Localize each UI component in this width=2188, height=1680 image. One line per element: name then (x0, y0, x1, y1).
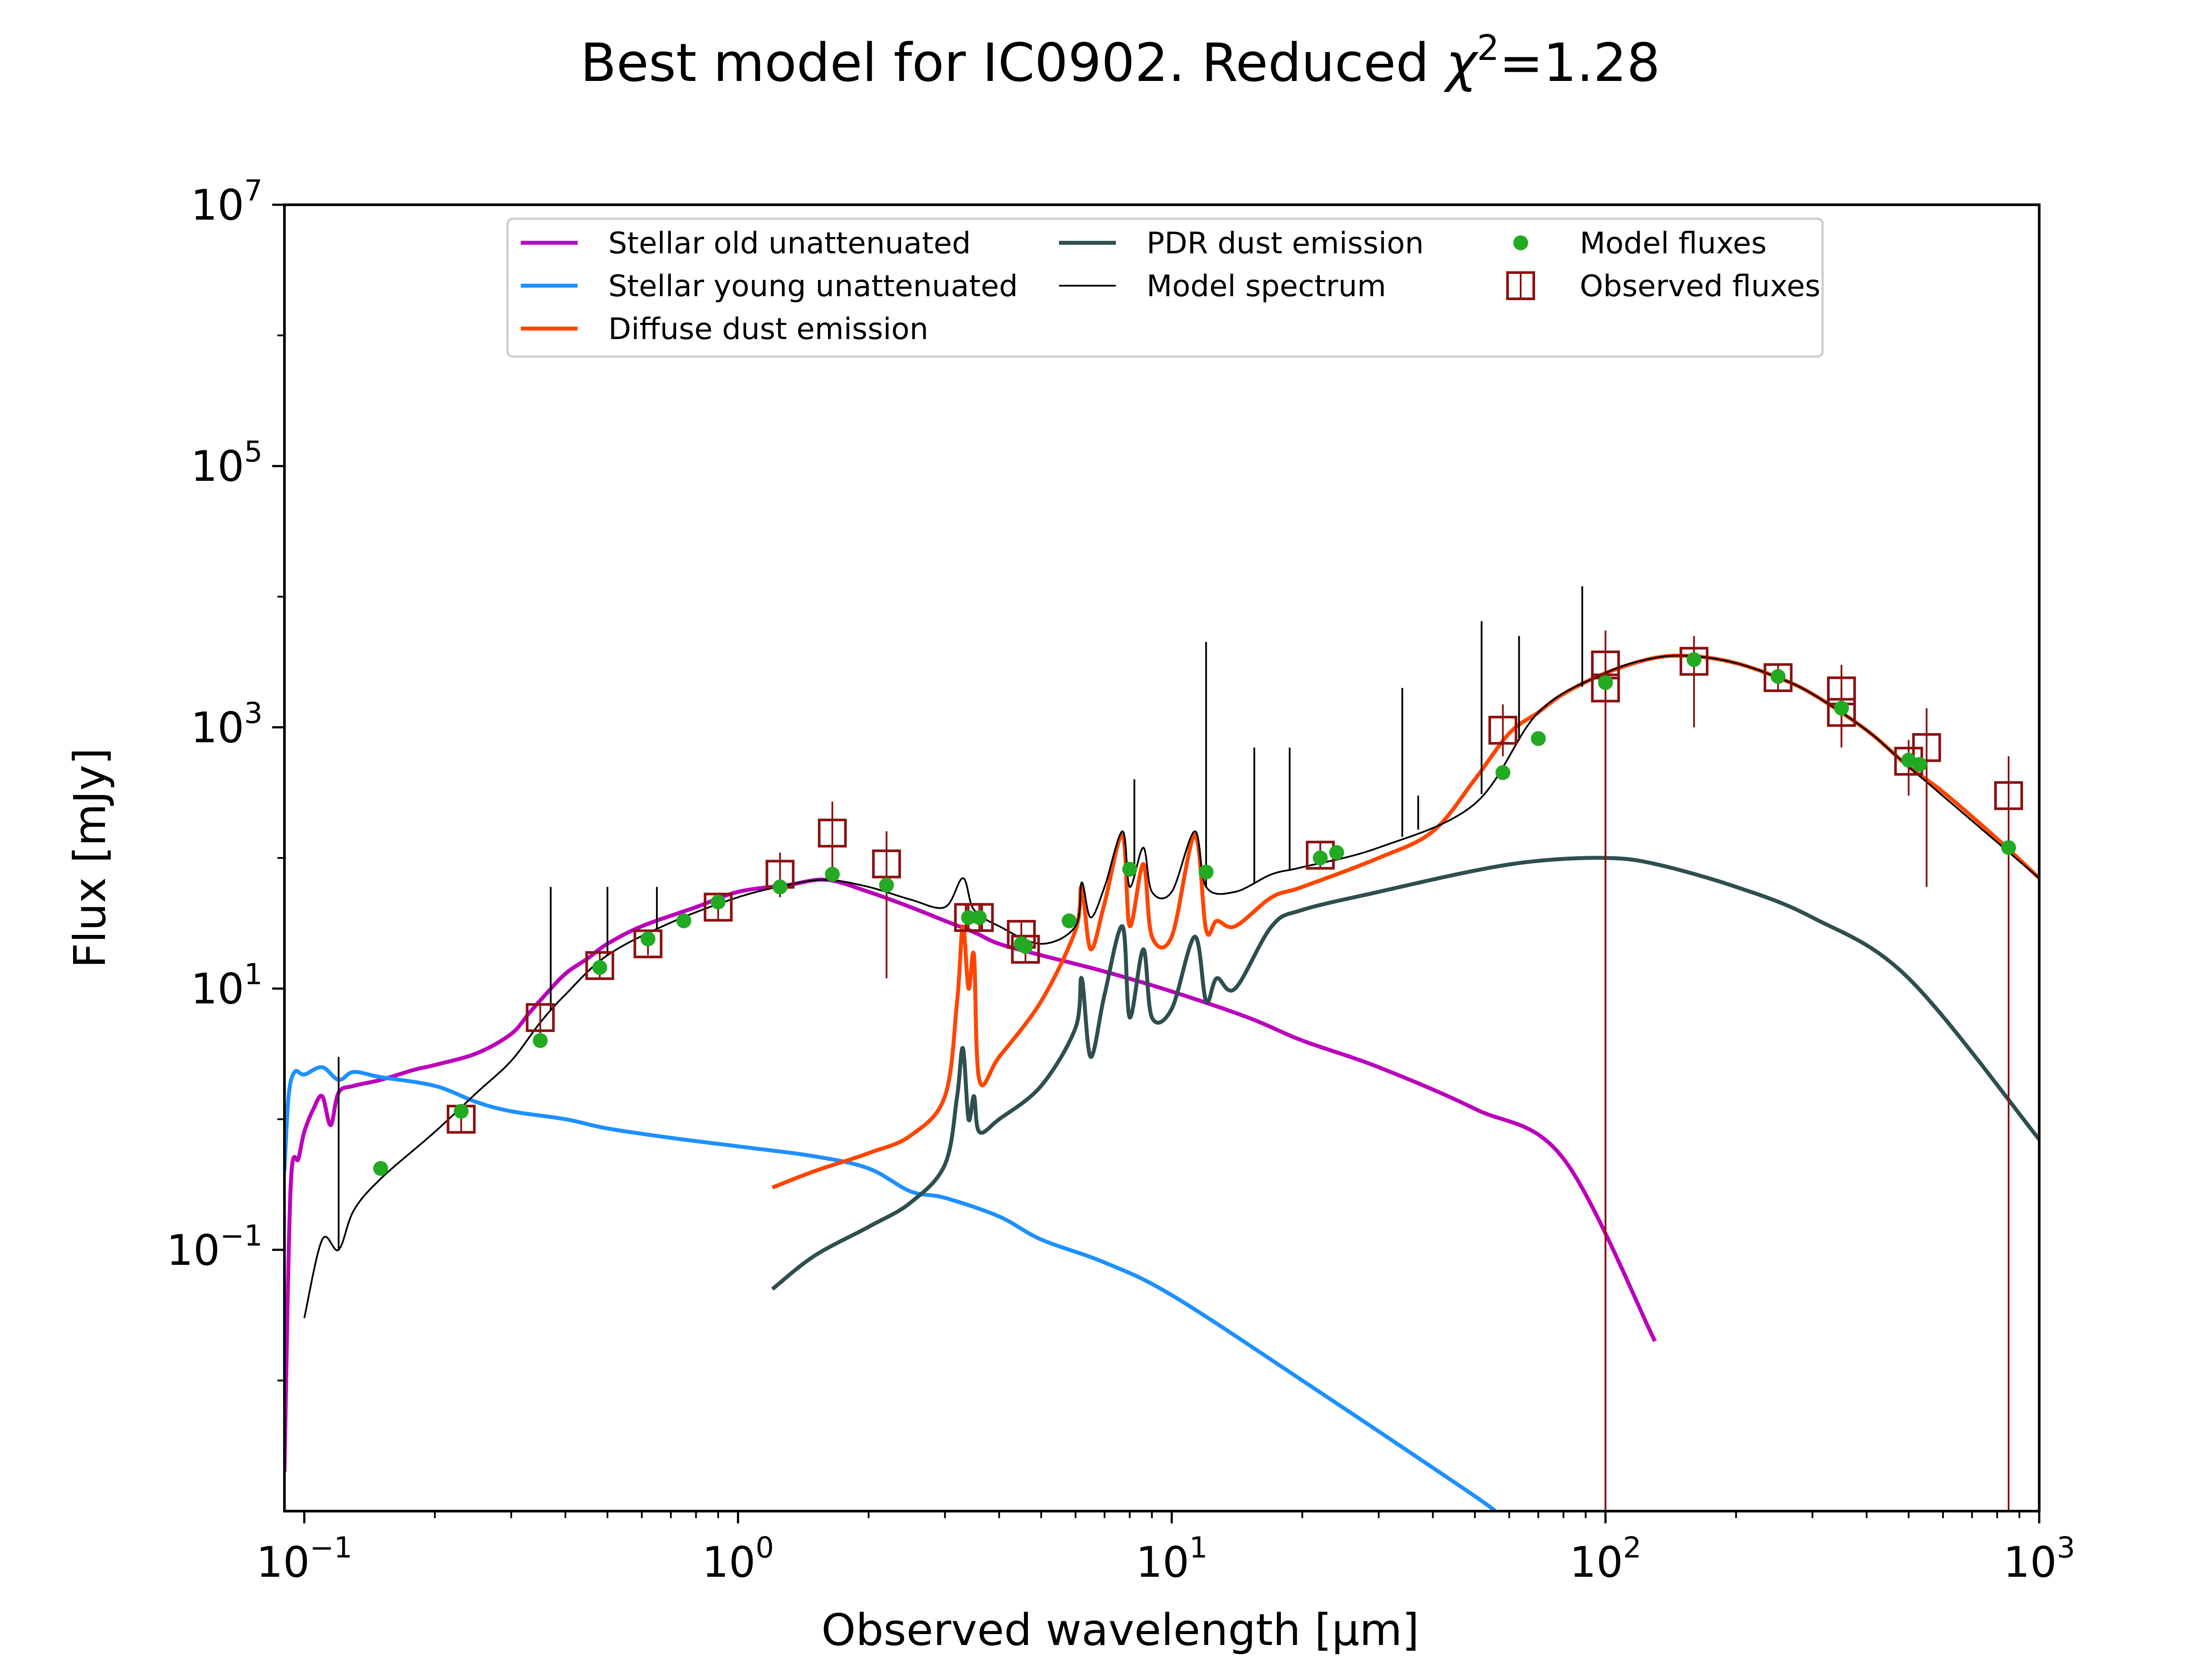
model-flux-point (1912, 757, 1927, 772)
x-tick-label: 101 (1136, 1531, 1208, 1587)
observed-flux-point (1591, 673, 1620, 703)
model-flux-point (711, 894, 726, 910)
model-flux-point (879, 877, 894, 892)
model-flux-point (676, 913, 691, 928)
legend-box (506, 217, 1824, 358)
legend-label: Stellar young unattenuated (608, 269, 1018, 304)
legend-label: Observed fluxes (1580, 269, 1820, 304)
observed-flux-point (633, 929, 663, 959)
model-flux-point (1598, 675, 1613, 690)
model-flux-point (1018, 939, 1033, 954)
model-flux-point (533, 1033, 548, 1048)
x-tick-label: 102 (1570, 1531, 1641, 1587)
model-flux-point (592, 960, 607, 975)
x-tick-label: 103 (2003, 1531, 2075, 1587)
y-tick-label: 105 (191, 435, 263, 491)
legend-label: Model spectrum (1147, 269, 1386, 304)
y-axis-label: Flux [mJy] (64, 748, 116, 968)
legend-label: Model fluxes (1580, 226, 1767, 261)
axis-layer: 10−1 100 101 102 103 10−1 101 103 105 107 (167, 174, 2076, 1587)
chart-title: Best model for IC0902. Reduced χ2=1.28 (580, 28, 1660, 94)
series-stellar-young-unattenuated (284, 1065, 1497, 1511)
x-tick-label: 10−1 (256, 1531, 352, 1587)
model-flux-point (640, 931, 656, 947)
y-tick-label: 107 (191, 174, 263, 230)
model-flux-point (825, 867, 840, 882)
model-flux-point (1531, 731, 1546, 746)
model-flux-point (1313, 850, 1328, 865)
y-tick-label: 103 (191, 696, 263, 752)
model-flux-point (453, 1104, 469, 1119)
y-tick-label: 10−1 (167, 1219, 263, 1275)
model-flux-point (1495, 765, 1511, 780)
model-flux-point (1771, 669, 1786, 684)
model-flux-point (1199, 864, 1214, 880)
observed-flux-point (1912, 733, 1941, 762)
observed-flux-point (704, 892, 733, 922)
model-flux-point (772, 879, 788, 895)
observed-flux-point (526, 1003, 555, 1032)
model-flux-point (1329, 845, 1344, 860)
observed-flux-point (1011, 934, 1040, 964)
series-stellar-old-unattenuated (284, 878, 1657, 1472)
legend-label: Stellar old unattenuated (608, 226, 971, 261)
legend: Stellar old unattenuated Stellar young un… (506, 217, 1824, 358)
model-flux-point (971, 910, 987, 925)
marker-layer (373, 630, 2023, 1511)
legend-label: Diffuse dust emission (608, 312, 928, 346)
model-flux-point (1834, 700, 1849, 716)
observed-flux-point (1764, 663, 1793, 692)
x-axis-label: Observed wavelength [μm] (821, 1604, 1419, 1656)
model-flux-point (373, 1161, 388, 1176)
series-pdr-dust-emission (771, 856, 2039, 1291)
observed-flux-point (1994, 781, 2023, 810)
observed-flux-point (1680, 647, 1709, 676)
observed-flux-point (872, 849, 901, 878)
observed-flux-point (818, 819, 847, 848)
observed-flux-point (585, 951, 614, 980)
y-tick-label: 101 (191, 958, 263, 1014)
observed-flux-point (1827, 698, 1856, 727)
model-flux-point (2001, 840, 2016, 855)
legend-label: PDR dust emission (1147, 226, 1424, 261)
model-flux-point (1062, 913, 1077, 928)
series-model-spectrum (303, 654, 2039, 1319)
legend-swatch-model-fluxes (1513, 235, 1528, 250)
model-flux-point (1122, 861, 1137, 877)
observed-flux-point (1488, 716, 1518, 745)
model-flux-point (1687, 652, 1702, 667)
model-flux-point (961, 910, 976, 925)
x-tick-label: 100 (702, 1531, 774, 1587)
